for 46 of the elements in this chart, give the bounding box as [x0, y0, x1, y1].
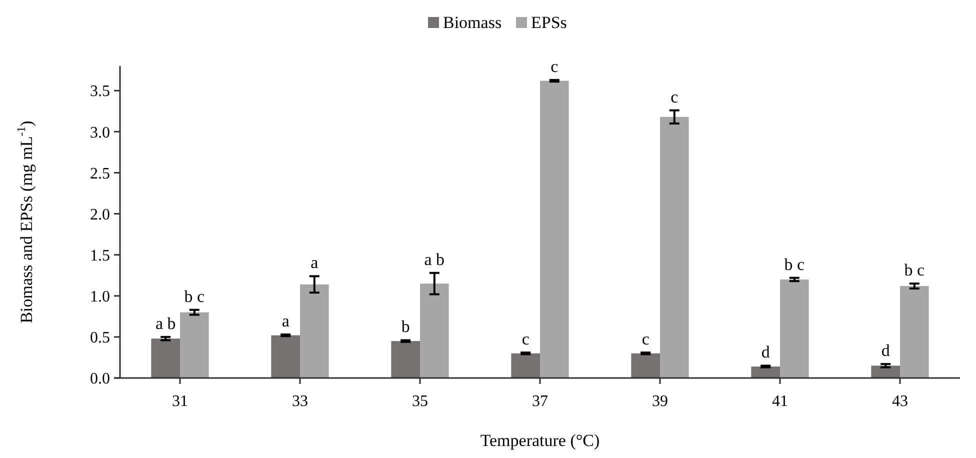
bar	[420, 284, 449, 378]
bar	[180, 312, 209, 378]
y-tick-label: 2.0	[90, 206, 110, 224]
x-tick-label: 35	[412, 393, 428, 410]
y-tick-label: 1.5	[90, 247, 110, 264]
data-label: b	[401, 317, 410, 336]
data-label: a	[282, 311, 290, 330]
data-label: c	[522, 330, 530, 349]
bar	[900, 286, 929, 378]
data-label: d	[761, 342, 770, 362]
x-tick-label: 33	[292, 393, 308, 410]
legend-label: Biomass	[443, 12, 502, 32]
x-tick-label: 31	[172, 393, 188, 410]
x-axis-title: Temperature (°C)	[480, 431, 600, 450]
data-label: c	[550, 56, 559, 76]
y-tick-label: 2.5	[90, 165, 110, 182]
data-label: c	[642, 330, 650, 349]
bar	[631, 353, 660, 378]
bar	[271, 335, 300, 378]
y-tick-label: 1.0	[90, 288, 110, 306]
bar	[660, 116, 689, 378]
bar	[871, 366, 900, 378]
data-label: b c	[904, 260, 925, 280]
data-label: c	[670, 87, 679, 106]
bar	[751, 366, 780, 378]
y-tick-label: 0.0	[90, 370, 110, 388]
data-label: a b	[424, 250, 445, 269]
data-label: b c	[184, 286, 205, 306]
bar	[540, 80, 569, 378]
x-tick-label: 37	[532, 393, 548, 410]
legend-label: EPSs	[531, 12, 567, 32]
bar	[391, 341, 420, 378]
data-label: d	[881, 341, 890, 360]
data-label: a	[310, 253, 319, 272]
bar	[151, 338, 180, 378]
y-tick-label: 0.5	[90, 330, 110, 347]
y-tick-label: 3.0	[90, 124, 110, 142]
x-tick-label: 41	[772, 393, 788, 410]
y-tick-label: 3.5	[90, 83, 110, 100]
data-label: b c	[784, 254, 805, 274]
data-label: a b	[155, 314, 176, 333]
bar	[300, 284, 329, 378]
bar	[511, 353, 540, 378]
bar	[780, 279, 809, 378]
x-tick-label: 43	[892, 393, 908, 410]
x-tick-label: 39	[652, 393, 668, 410]
